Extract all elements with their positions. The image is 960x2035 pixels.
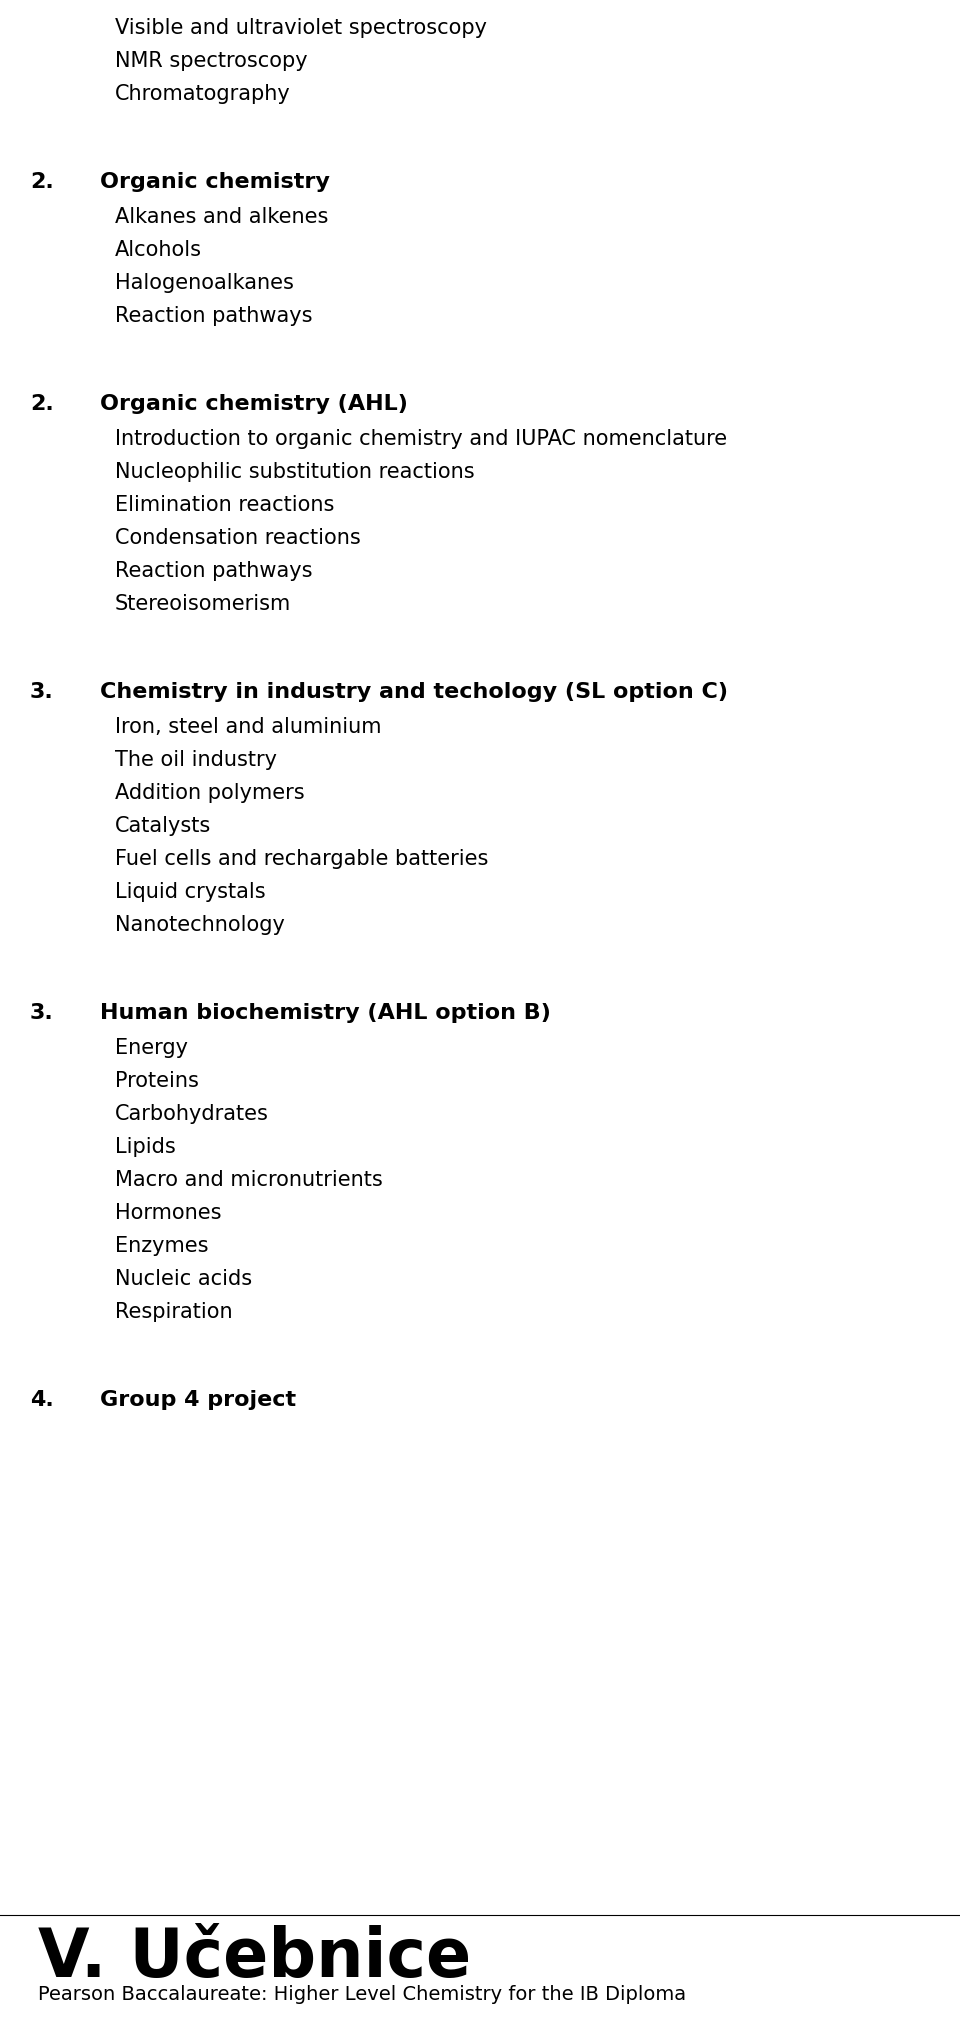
- Text: Group 4 project: Group 4 project: [100, 1390, 296, 1410]
- Text: Chromatography: Chromatography: [115, 83, 291, 104]
- Text: Fuel cells and rechargable batteries: Fuel cells and rechargable batteries: [115, 849, 489, 869]
- Text: Catalysts: Catalysts: [115, 816, 211, 836]
- Text: Organic chemistry: Organic chemistry: [100, 173, 330, 191]
- Text: 2.: 2.: [30, 395, 54, 413]
- Text: Respiration: Respiration: [115, 1302, 232, 1323]
- Text: Nucleophilic substitution reactions: Nucleophilic substitution reactions: [115, 462, 474, 482]
- Text: Stereoisomerism: Stereoisomerism: [115, 594, 291, 615]
- Text: Alcohols: Alcohols: [115, 240, 202, 260]
- Text: Addition polymers: Addition polymers: [115, 783, 304, 804]
- Text: Introduction to organic chemistry and IUPAC nomenclature: Introduction to organic chemistry and IU…: [115, 429, 727, 450]
- Text: 2.: 2.: [30, 173, 54, 191]
- Text: Alkanes and alkenes: Alkanes and alkenes: [115, 208, 328, 228]
- Text: Reaction pathways: Reaction pathways: [115, 305, 313, 326]
- Text: Proteins: Proteins: [115, 1070, 199, 1091]
- Text: NMR spectroscopy: NMR spectroscopy: [115, 51, 307, 71]
- Text: Energy: Energy: [115, 1038, 188, 1058]
- Text: Visible and ultraviolet spectroscopy: Visible and ultraviolet spectroscopy: [115, 18, 487, 39]
- Text: Lipids: Lipids: [115, 1138, 176, 1158]
- Text: The oil industry: The oil industry: [115, 751, 277, 769]
- Text: 4.: 4.: [30, 1390, 54, 1410]
- Text: Condensation reactions: Condensation reactions: [115, 527, 361, 547]
- Text: Iron, steel and aluminium: Iron, steel and aluminium: [115, 716, 381, 737]
- Text: Pearson Baccalaureate: Higher Level Chemistry for the IB Diploma: Pearson Baccalaureate: Higher Level Chem…: [38, 1984, 686, 2004]
- Text: Halogenoalkanes: Halogenoalkanes: [115, 273, 294, 293]
- Text: Nucleic acids: Nucleic acids: [115, 1270, 252, 1288]
- Text: Organic chemistry (AHL): Organic chemistry (AHL): [100, 395, 408, 413]
- Text: Chemistry in industry and techology (SL option C): Chemistry in industry and techology (SL …: [100, 682, 728, 702]
- Text: 3.: 3.: [30, 682, 54, 702]
- Text: Enzymes: Enzymes: [115, 1235, 208, 1256]
- Text: Nanotechnology: Nanotechnology: [115, 916, 285, 934]
- Text: Human biochemistry (AHL option B): Human biochemistry (AHL option B): [100, 1003, 551, 1024]
- Text: Liquid crystals: Liquid crystals: [115, 881, 266, 902]
- Text: Reaction pathways: Reaction pathways: [115, 562, 313, 582]
- Text: V. Učebnice: V. Učebnice: [38, 1925, 471, 1990]
- Text: Elimination reactions: Elimination reactions: [115, 495, 334, 515]
- Text: 3.: 3.: [30, 1003, 54, 1024]
- Text: Macro and micronutrients: Macro and micronutrients: [115, 1170, 383, 1190]
- Text: Carbohydrates: Carbohydrates: [115, 1105, 269, 1123]
- Text: Hormones: Hormones: [115, 1203, 222, 1223]
